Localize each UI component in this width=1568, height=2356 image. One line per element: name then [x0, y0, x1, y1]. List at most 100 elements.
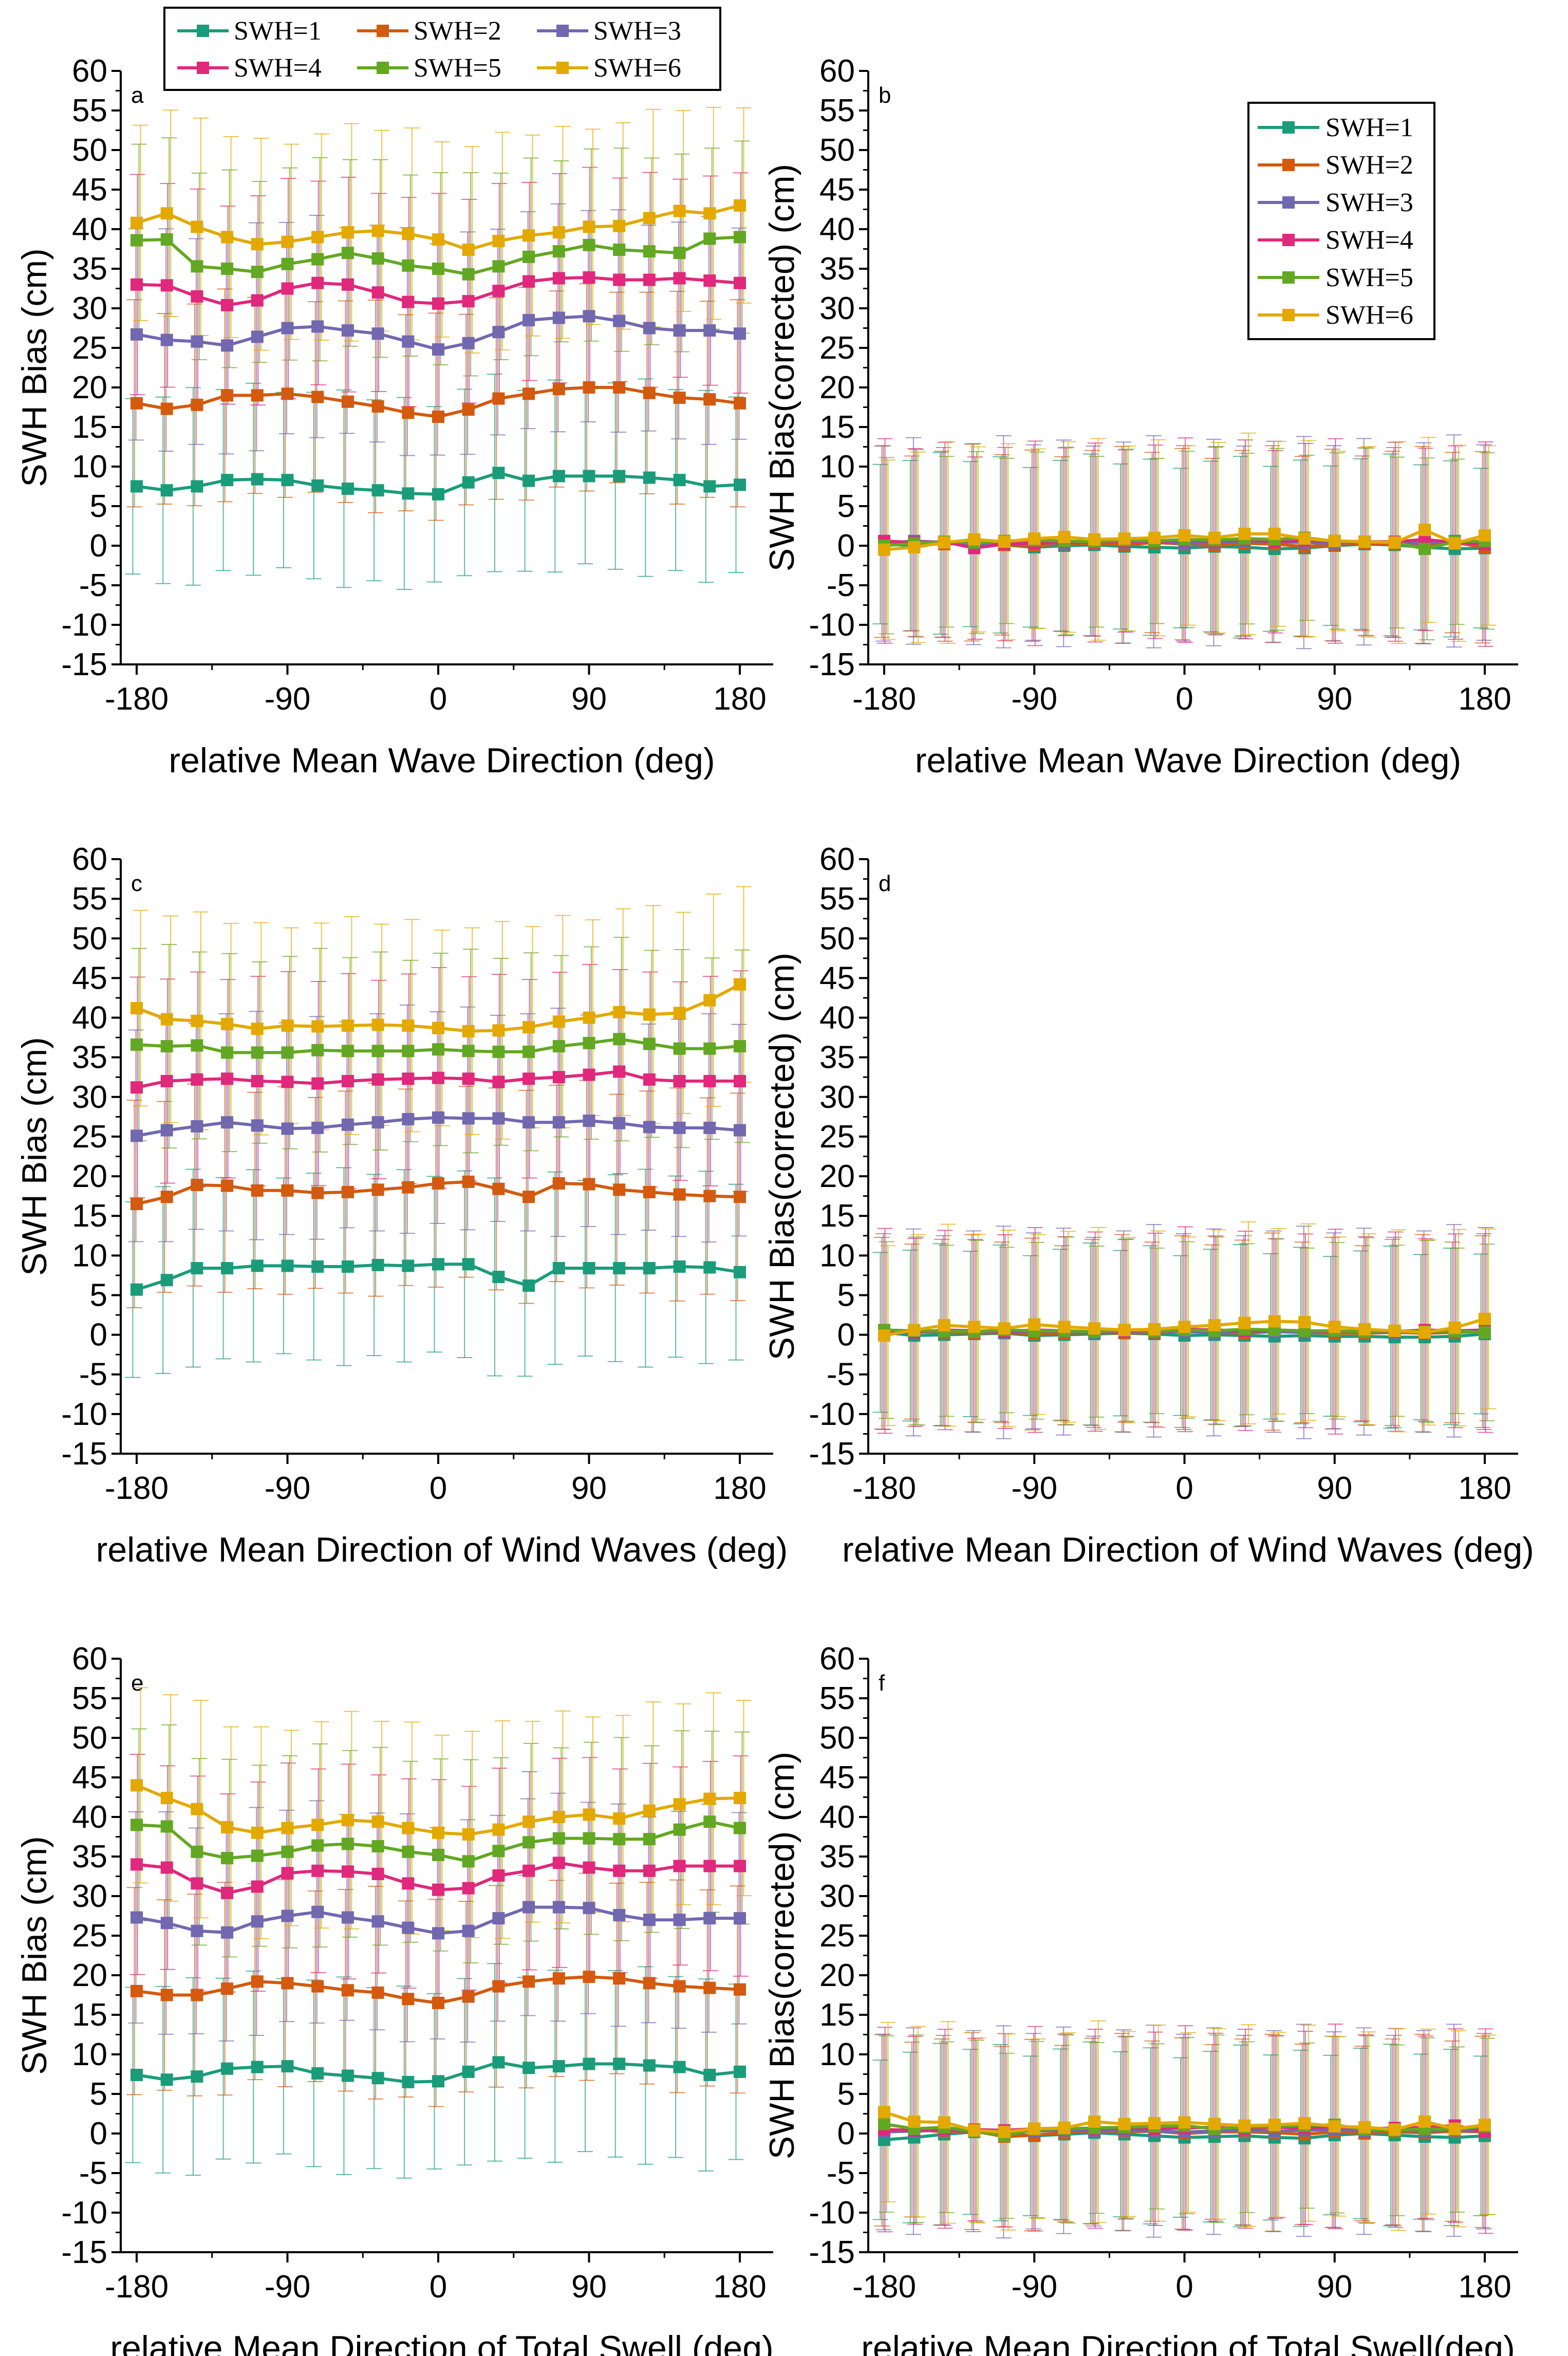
x-axis-title: relative Mean Direction of Wind Waves (d…	[842, 1530, 1534, 1569]
data-point	[583, 1262, 595, 1275]
y-tick-label: 25	[819, 1119, 855, 1155]
y-tick-label: -10	[809, 1397, 855, 1432]
y-tick-label: 45	[819, 172, 855, 208]
data-point	[734, 2065, 746, 2078]
data-point	[613, 2057, 626, 2070]
legend-label: SWH=6	[1326, 301, 1413, 330]
series-SWH-3	[130, 1111, 746, 1142]
data-point	[371, 2072, 384, 2085]
data-point	[371, 1867, 384, 1880]
y-tick-label: 10	[72, 2037, 107, 2072]
data-point	[402, 406, 415, 419]
data-point	[1088, 1322, 1101, 1335]
y-tick-label: 40	[819, 1800, 855, 1835]
data-point	[552, 1015, 565, 1028]
y-tick-label: 30	[819, 291, 855, 326]
data-point	[938, 1319, 950, 1332]
data-point	[734, 1860, 746, 1872]
data-point	[734, 478, 746, 491]
data-point	[552, 1071, 565, 1084]
data-point	[462, 295, 475, 308]
data-point	[371, 1840, 384, 1852]
data-point	[402, 487, 415, 500]
legend-swatch-marker	[1282, 271, 1295, 284]
data-point	[613, 1812, 626, 1825]
y-tick-label: 15	[72, 1198, 107, 1234]
y-tick-label: 60	[819, 1641, 855, 1677]
data-point	[462, 1112, 475, 1125]
data-point	[643, 1914, 656, 1926]
data-point	[160, 333, 173, 346]
data-point	[734, 1822, 746, 1834]
data-point	[221, 263, 234, 275]
data-point	[734, 1040, 746, 1053]
data-point	[673, 1798, 686, 1811]
y-tick-label: 45	[72, 960, 107, 996]
legend-top-frame	[163, 7, 721, 91]
y-tick-label: 55	[819, 1681, 855, 1716]
data-point	[734, 231, 746, 244]
data-point	[402, 1181, 415, 1194]
data-point	[1148, 1323, 1161, 1335]
data-point	[402, 1259, 415, 1272]
legend-swatch-marker	[197, 62, 209, 74]
data-point	[341, 1838, 354, 1850]
data-point	[673, 1007, 686, 1019]
series-SWH-3	[130, 1901, 746, 1940]
data-point	[492, 285, 505, 298]
data-point	[1148, 531, 1161, 544]
data-point	[191, 1120, 203, 1133]
data-point	[613, 1833, 626, 1846]
data-point	[191, 1179, 203, 1192]
data-point	[191, 290, 203, 303]
data-point	[311, 253, 324, 266]
data-point	[311, 2067, 324, 2080]
data-point	[371, 327, 384, 340]
series-SWH-5	[130, 1033, 746, 1059]
y-tick-label: 35	[72, 1040, 107, 1075]
data-point	[522, 474, 535, 487]
data-point	[734, 1191, 746, 1203]
y-tick-label: -15	[809, 1436, 855, 1472]
data-point	[251, 266, 264, 279]
data-point	[281, 387, 294, 400]
data-point	[371, 1116, 384, 1129]
data-point	[703, 232, 716, 245]
x-tick-label: 0	[1175, 2269, 1193, 2305]
data-point	[191, 220, 203, 233]
data-point	[160, 1792, 173, 1805]
data-point	[1448, 2122, 1461, 2135]
y-tick-label: 50	[72, 1720, 107, 1756]
data-point	[492, 1980, 505, 1993]
series-SWH-4	[130, 1065, 746, 1094]
data-point	[734, 1983, 746, 1996]
data-point	[281, 1867, 294, 1880]
y-tick-label: 20	[819, 370, 855, 405]
data-point	[462, 1175, 475, 1188]
legend-label: SWH=1	[1326, 113, 1413, 142]
x-tick-label: 90	[1317, 2269, 1352, 2305]
data-point	[643, 1864, 656, 1877]
x-tick-label: -180	[852, 2269, 916, 2305]
y-tick-label: 45	[819, 960, 855, 996]
y-tick-label: 35	[819, 1040, 855, 1075]
data-point	[643, 386, 656, 399]
y-tick-label: 35	[819, 251, 855, 287]
data-point	[221, 299, 234, 311]
data-point	[613, 1033, 626, 1046]
data-point	[492, 1869, 505, 1882]
data-point	[643, 1804, 656, 1817]
x-tick-label: -180	[852, 681, 916, 717]
data-point	[703, 1261, 716, 1274]
y-tick-label: 10	[72, 1238, 107, 1273]
data-point	[371, 1183, 384, 1196]
y-tick-label: -15	[61, 1436, 107, 1472]
y-tick-label: 55	[72, 1681, 107, 1716]
data-point	[160, 402, 173, 415]
data-point	[402, 259, 415, 272]
legend-item: SWH=6	[1258, 301, 1413, 330]
data-point	[703, 994, 716, 1007]
data-point	[341, 1019, 354, 1032]
data-point	[673, 474, 686, 487]
x-axis-title: relative Mean Wave Direction (deg)	[169, 741, 715, 780]
